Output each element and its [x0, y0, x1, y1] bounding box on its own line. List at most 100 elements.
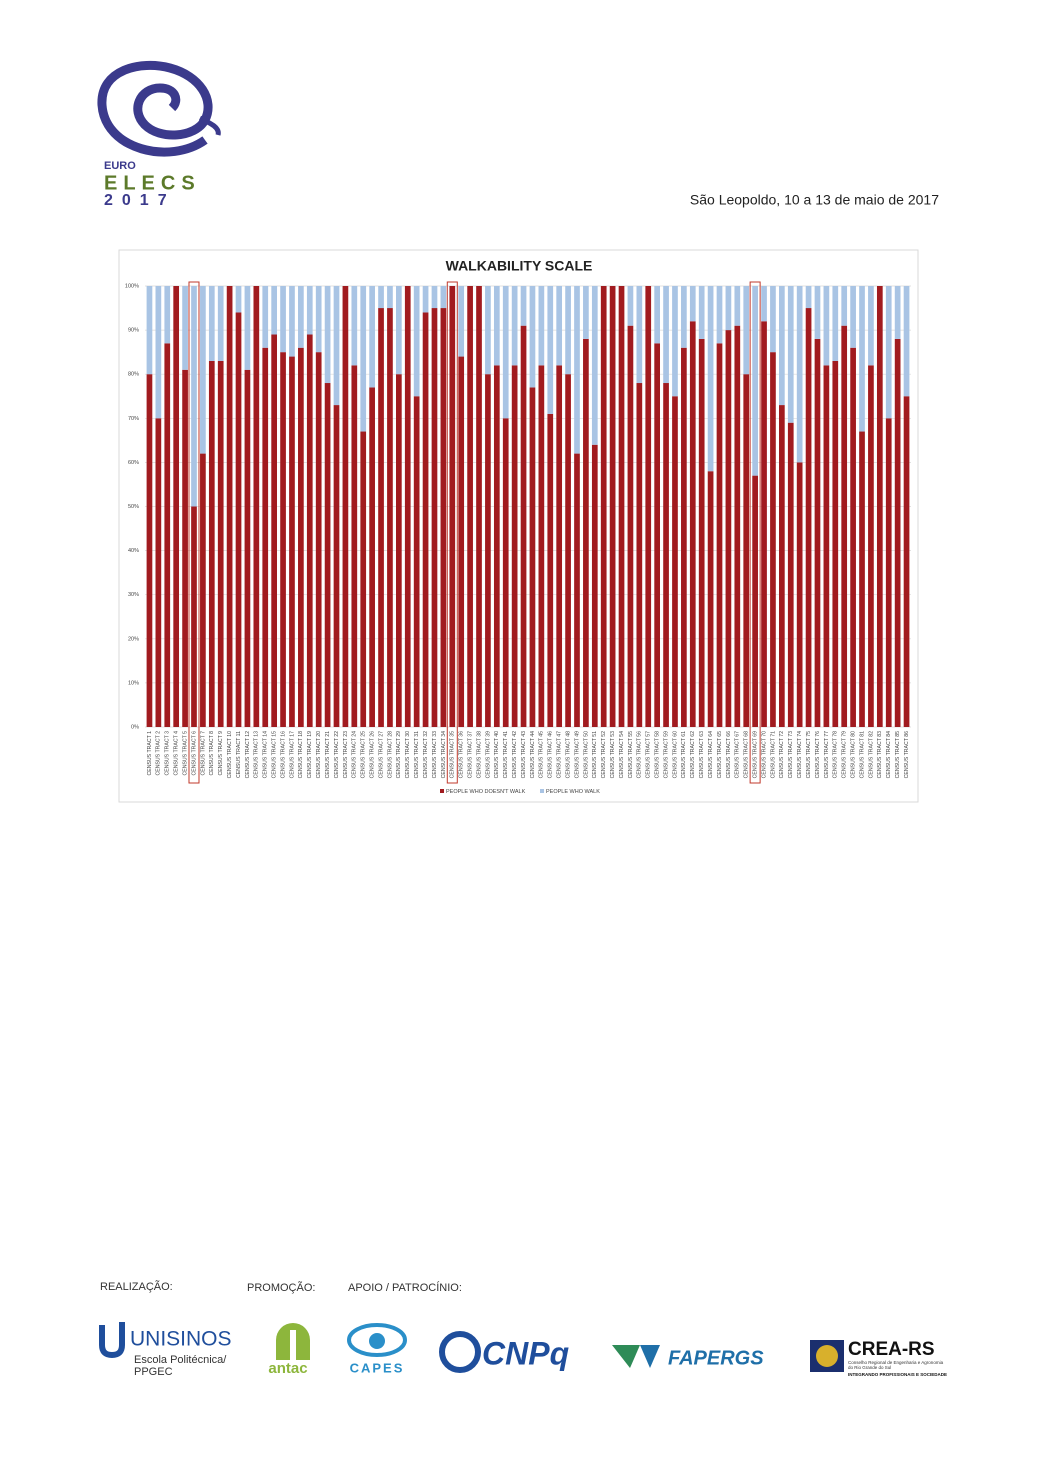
x-tick-label: CENSUS TRACT 54 — [619, 731, 625, 778]
highlight-box — [188, 281, 200, 784]
bar-segment — [458, 286, 465, 357]
bar-segment — [271, 286, 278, 335]
capes-ring — [347, 1323, 407, 1357]
logo-euro: EURO — [104, 160, 136, 172]
x-tick-label: CENSUS TRACT 84 — [886, 731, 892, 778]
bar-segment — [476, 286, 482, 727]
bar-segment — [645, 286, 652, 727]
bar-segment — [289, 286, 295, 357]
bar-segment — [565, 286, 571, 375]
bar-segment — [778, 286, 785, 406]
x-tick-label: CENSUS TRACT 4 — [174, 731, 180, 776]
bar-segment — [618, 286, 625, 727]
bar-segment — [431, 286, 438, 309]
y-tick-label: 80% — [128, 372, 139, 378]
logo: EURO ELECS 2017 — [97, 60, 221, 209]
bar-segment — [378, 308, 384, 727]
cnpq-name: CNPq — [482, 1335, 569, 1371]
unisinos-line: Escola Politécnica/ — [134, 1354, 227, 1366]
x-tick-label: CENSUS TRACT 42 — [512, 731, 518, 778]
chart: 0% 10% 20% 30% 40% 50% 60% 70% 80% 90% 100% CENSUS … — [125, 281, 911, 795]
bar-segment — [493, 365, 500, 727]
bar-segment — [413, 396, 420, 727]
bar-segment — [743, 286, 750, 375]
bar-segment — [796, 462, 803, 727]
bar-segment — [787, 286, 794, 423]
x-tick-label: CENSUS TRACT 39 — [485, 731, 491, 778]
x-tick-label: CENSUS TRACT 72 — [779, 731, 785, 778]
x-tick-label: CENSUS TRACT 23 — [343, 731, 349, 778]
x-tick-label: CENSUS TRACT 7 — [200, 731, 206, 776]
bar-segment — [422, 286, 429, 313]
bar-segment — [306, 334, 313, 727]
x-tick-label: CENSUS TRACT 47 — [557, 731, 563, 778]
x-tick-label: CENSUS TRACT 71 — [770, 731, 776, 778]
bar-segment — [208, 286, 215, 361]
bar-segment — [404, 286, 411, 727]
bar-segment — [467, 286, 473, 727]
bar-segment — [440, 286, 447, 309]
bar-segment — [752, 475, 758, 727]
bar-segment — [556, 365, 563, 727]
bar-segment — [538, 365, 545, 727]
logo-year: 2017 — [104, 192, 176, 209]
x-tick-label: CENSUS TRACT 20 — [316, 731, 322, 778]
bar-segment — [903, 396, 910, 727]
bar-segment — [681, 347, 687, 727]
bar-segment — [627, 286, 634, 326]
x-tick-label: CENSUS TRACT 28 — [387, 731, 393, 778]
x-tick-label: CENSUS TRACT 64 — [708, 731, 714, 778]
logo-swirl-tail — [198, 115, 221, 136]
bar-segment — [493, 286, 500, 366]
x-tick-label: CENSUS TRACT 81 — [859, 731, 865, 778]
bar-segment — [565, 374, 571, 727]
x-tick-label: CENSUS TRACT 85 — [895, 731, 901, 778]
bar-segment — [636, 286, 643, 384]
x-tick-label: CENSUS TRACT 32 — [423, 731, 429, 778]
bar-segment — [707, 286, 714, 472]
crea-logo: CREA-RS Conselho Regional de Engenharia … — [810, 1339, 947, 1377]
x-tick-label: CENSUS TRACT 53 — [610, 731, 616, 778]
bar-segment — [191, 506, 197, 727]
bar-segment — [280, 352, 286, 727]
bar-segment — [217, 360, 224, 727]
bar-segment — [663, 383, 669, 727]
bar-segment — [315, 286, 322, 353]
bar-segment — [725, 330, 732, 727]
bar-segment — [502, 418, 509, 727]
y-tick-label: 0% — [131, 724, 139, 730]
bar-segment — [164, 286, 171, 344]
bar-segment — [155, 418, 162, 727]
x-tick-label: CENSUS TRACT 19 — [307, 731, 313, 778]
x-tick-label: CENSUS TRACT 24 — [352, 731, 358, 778]
x-tick-label: CENSUS TRACT 1 — [147, 731, 153, 776]
x-tick-label: CENSUS TRACT 79 — [842, 731, 848, 778]
bar-segment — [395, 374, 402, 727]
bar-segment — [208, 360, 215, 727]
chart-title: WALKABILITY SCALE — [446, 258, 593, 274]
x-tick-label: CENSUS TRACT 74 — [797, 731, 803, 778]
bar-segment — [395, 286, 402, 375]
x-tick-label: CENSUS TRACT 76 — [815, 731, 821, 778]
bar-segment — [333, 405, 340, 727]
bar-segment — [315, 352, 322, 727]
bar-segment — [681, 286, 687, 348]
bar-segment — [761, 321, 767, 727]
x-tick-label: CENSUS TRACT 63 — [699, 731, 705, 778]
crea-name: CREA-RS — [848, 1339, 935, 1360]
bar-segment — [324, 286, 331, 384]
bar-segment — [485, 374, 491, 727]
crea-line: do Rio Grande do Sul — [848, 1365, 891, 1370]
bar-segment — [306, 286, 313, 335]
bar-segment — [743, 374, 750, 727]
bar-segment — [725, 286, 732, 331]
bar-segment — [876, 286, 883, 727]
x-tick-label: CENSUS TRACT 13 — [254, 731, 260, 778]
x-tick-label: CENSUS TRACT 26 — [370, 731, 376, 778]
bar-segment — [387, 286, 393, 309]
highlight-box — [749, 281, 761, 784]
x-tick-label: CENSUS TRACT 55 — [628, 731, 634, 778]
x-tick-label: CENSUS TRACT 38 — [476, 731, 482, 778]
x-tick-label: CENSUS TRACT 62 — [690, 731, 696, 778]
